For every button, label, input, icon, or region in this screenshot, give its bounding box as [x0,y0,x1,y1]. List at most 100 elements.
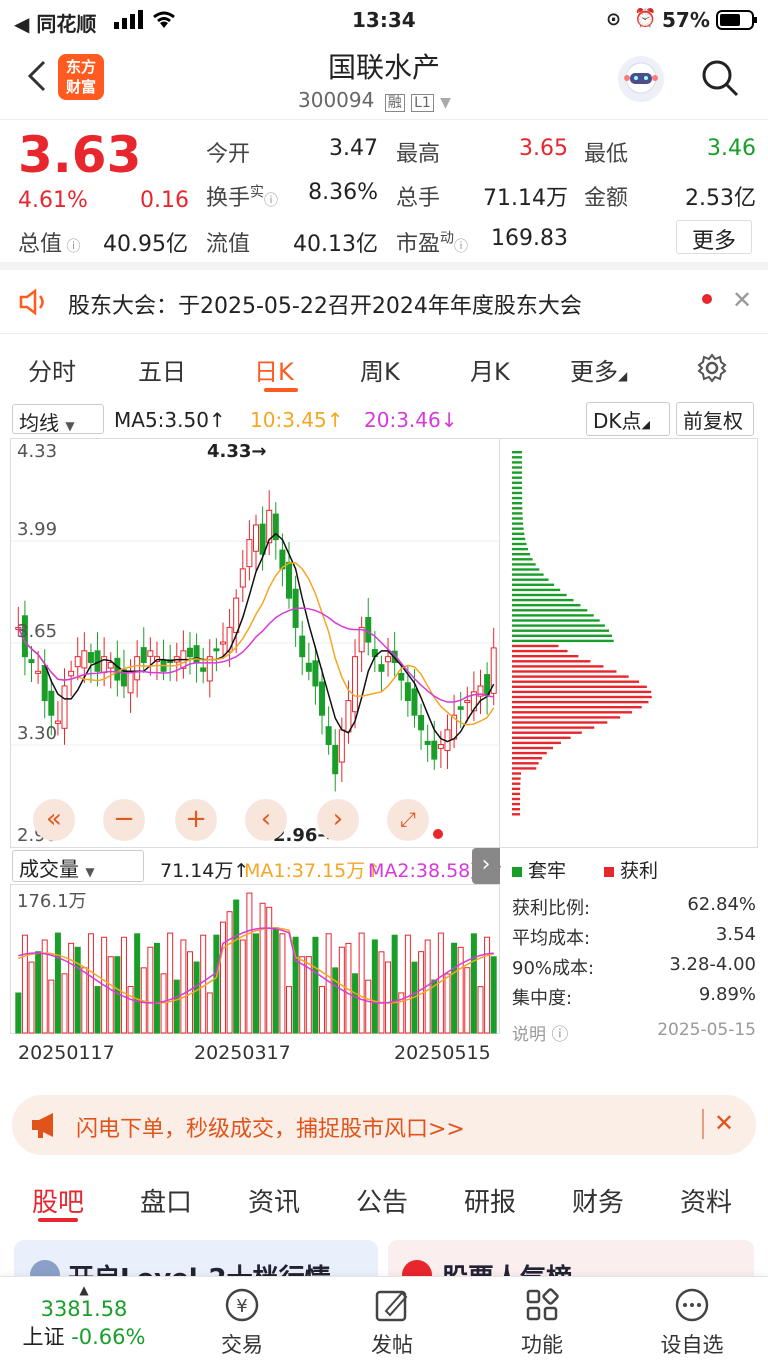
tab-news[interactable]: 资讯 [248,1188,301,1218]
tab-five-day[interactable]: 五日 [138,358,186,386]
more-button[interactable]: 更多 [676,220,752,254]
tab-research[interactable]: 研报 [464,1188,517,1218]
tab-weekly-k[interactable]: 周K [360,358,400,386]
volume-bar [299,956,306,1034]
zoom-in-icon[interactable]: + [175,799,217,841]
promo-banner[interactable]: 闪电下单，秒级成交，捕捉股市风口>> ✕ [12,1095,756,1155]
volume-bar [74,946,81,1034]
adjust-button[interactable]: 前复权 [676,402,754,436]
volume-bar [239,939,246,1034]
float-label: 流值 [206,232,251,257]
scroll-left-icon[interactable]: ‹ [245,799,287,841]
zoom-out-icon[interactable]: − [103,799,145,841]
volume-bar [81,967,88,1034]
volume-bar [451,942,458,1034]
volume-bar [167,932,174,1034]
notice-bar[interactable]: 股东大会：于2025-05-22召开2024年年度股东大会 ✕ [0,270,768,334]
volume-bar [358,932,365,1034]
chip-bar [512,639,614,643]
tab-forum[interactable]: 股吧 [32,1188,85,1218]
back-to-app[interactable]: ◀ 同花顺 [14,12,97,36]
level-badge: L1 [411,94,434,112]
ma-selector[interactable]: 均线 ▼ [12,404,104,435]
popularity-card[interactable]: 股票人气榜 [388,1240,754,1276]
nav-post[interactable]: 发帖 [342,1285,442,1359]
chip-bar [512,782,521,785]
tab-intraday[interactable]: 分时 [28,358,76,386]
low-value: 3.46 [707,136,756,161]
min-price-marker: 2.96→ [273,825,333,846]
active-subtab-indicator [38,1218,78,1222]
assistant-avatar-icon[interactable] [618,56,664,102]
candle [431,740,438,760]
scroll-right-icon[interactable]: › [317,799,359,841]
edit-icon [375,1290,408,1322]
candle [345,700,352,733]
search-icon[interactable] [700,58,740,102]
rewind-icon[interactable]: « [33,799,75,841]
tab-orderbook[interactable]: 盘口 [140,1188,193,1218]
settings-gear-icon[interactable] [696,352,728,390]
expand-arrow-icon[interactable]: › [472,848,500,884]
tab-financials[interactable]: 财务 [572,1188,625,1218]
candle [239,568,246,588]
volume-ma-line [18,927,494,1004]
tab-more[interactable]: 更多◢ [570,358,628,386]
chip-bar [512,583,555,586]
dk-point-button[interactable]: DK点◢ [586,402,670,436]
chip-bar [512,802,521,806]
tab-daily-k[interactable]: 日K [254,358,294,386]
stock-code-line[interactable]: 300094 融 L1 ▼ [298,88,451,112]
volume-chart[interactable]: 176.1万 [10,884,500,1034]
candle [404,682,411,702]
promo-text: 闪电下单，秒级成交，捕捉股市风口>> [76,1117,465,1142]
volume-bar [21,934,28,1034]
volume-value: 71.14万↑ [160,860,250,882]
volume-bar [371,939,378,1034]
chip-bar [512,634,612,637]
chip-bar [512,726,595,729]
chip-bar [512,731,582,734]
chip-bar [512,573,544,576]
volume-bar [444,973,451,1034]
open-value: 3.47 [329,136,378,161]
candle [299,635,306,658]
megaphone-icon [30,1111,62,1145]
back-icon[interactable] [22,56,52,100]
chip-note-link[interactable]: 说明 ⓘ [512,1025,569,1045]
level2-card[interactable]: 开启Level-2十档行情 [14,1240,378,1276]
tab-monthly-k[interactable]: 月K [470,358,510,386]
turnover-value: 8.36% [308,180,378,205]
current-price: 3.63 [18,126,142,184]
nav-bar: 东方 财富 国联水产 300094 融 L1 ▼ [0,40,768,120]
stat-value: 3.54 [715,924,756,945]
volume-bar [305,956,312,1034]
candle [259,523,266,555]
volume-bar [279,933,286,1034]
close-icon[interactable]: ✕ [732,286,753,314]
nav-watchlist[interactable]: 设自选 [642,1285,742,1359]
volume-bar [365,979,372,1034]
tab-profile[interactable]: 资料 [680,1188,733,1218]
candle [134,656,141,681]
candle [200,667,207,672]
chip-bar [512,537,526,541]
nav-functions[interactable]: 功能 [492,1285,592,1359]
chip-bar [512,797,521,801]
close-icon[interactable]: ✕ [714,1109,735,1137]
candle [470,691,477,712]
volume-bar [490,956,497,1034]
nav-trade[interactable]: ¥ 交易 [192,1285,292,1359]
kline-chart[interactable]: 4.33 3.99 3.65 3.30 2.96 4.33→ 2.96→ « −… [10,438,501,848]
chip-bar [512,624,605,627]
trade-icon: ¥ [225,1288,259,1322]
alert-dot [433,829,443,839]
chip-bar [512,598,574,602]
indicator-selector[interactable]: 成交量 ▼ [12,850,144,882]
chip-bar [512,547,529,551]
popularity-icon [402,1260,432,1276]
chip-stats: 获利比例: 62.84% 平均成本: 3.54 90%成本: 3.28-4.00… [510,852,760,1052]
tab-announcements[interactable]: 公告 [356,1188,409,1218]
index-ticker[interactable]: ▲ 3381.58 上证 -0.66% [0,1283,168,1351]
fullscreen-icon[interactable]: ⤢ [387,799,429,841]
